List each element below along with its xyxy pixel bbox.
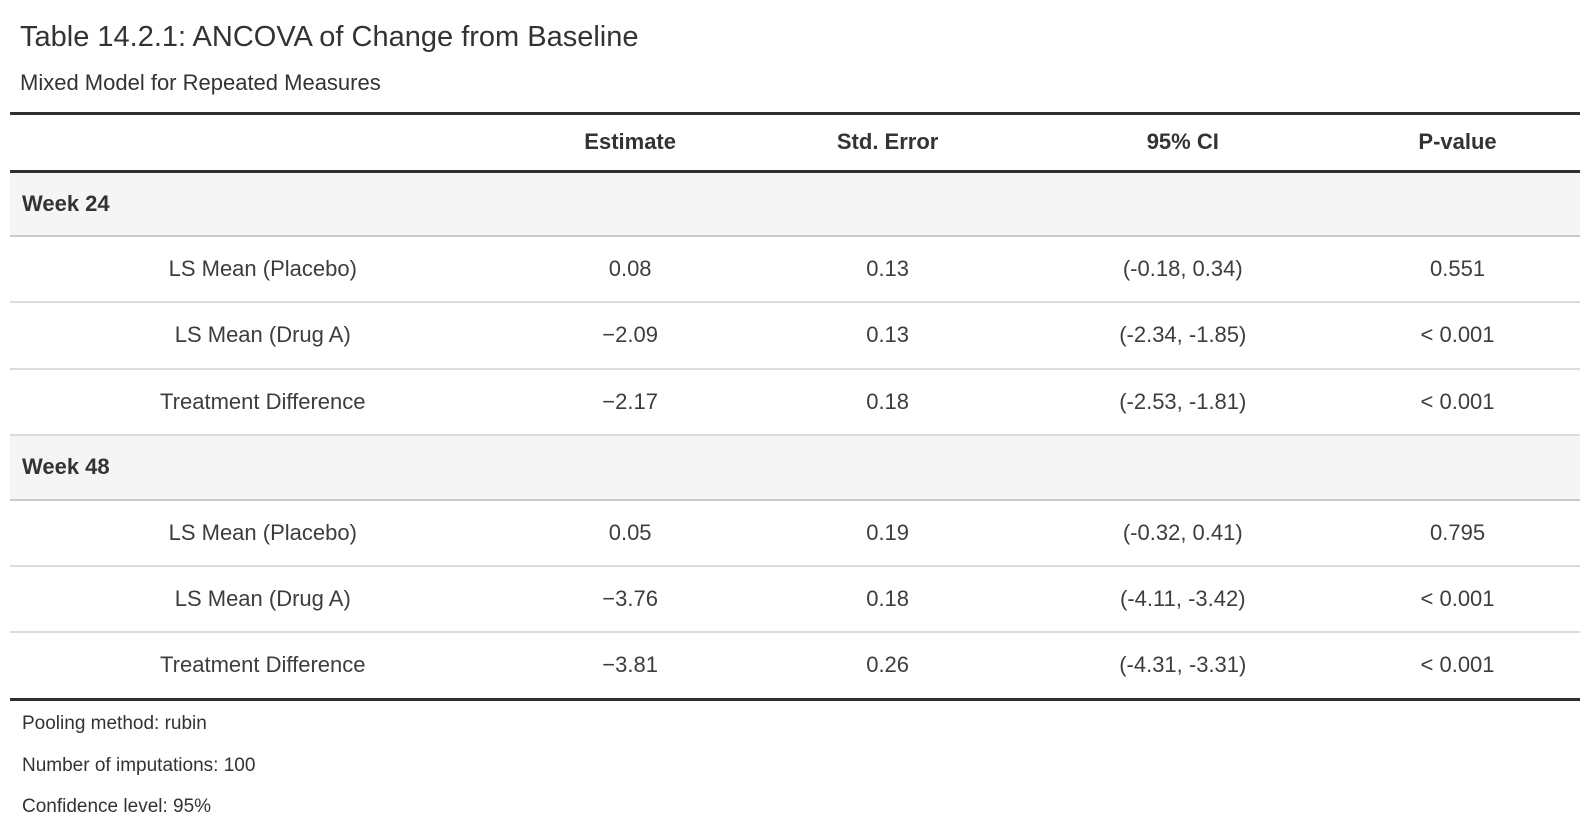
group-header-week-48: Week 48	[10, 435, 1580, 501]
cell-p-value: < 0.001	[1335, 368, 1580, 437]
cell-label: LS Mean (Drug A)	[10, 565, 516, 634]
cell-std-error: 0.19	[744, 499, 1031, 567]
cell-estimate: 0.08	[515, 235, 745, 304]
page-subtitle: Mixed Model for Repeated Measures	[20, 69, 381, 95]
cell-estimate: −2.17	[515, 368, 745, 437]
table-header: Estimate Std. Error 95% CI P-value	[10, 113, 1580, 173]
cell-std-error: 0.13	[744, 235, 1031, 304]
cell-ci: (-4.31, -3.31)	[1119, 652, 1247, 678]
footnote: Number of imputations: 100	[22, 754, 256, 776]
cell-label: Treatment Difference	[160, 652, 366, 678]
column-header-p-value: P-value	[1335, 113, 1580, 173]
footnote: Confidence level: 95%	[22, 796, 212, 818]
cell-estimate: −2.09	[515, 302, 745, 370]
cell-estimate: −3.76	[515, 565, 745, 634]
footnote: Pooling method: rubin	[22, 712, 207, 734]
cell-estimate: 0.05	[515, 499, 745, 567]
page-title: Table 14.2.1: ANCOVA of Change from Base…	[20, 21, 639, 53]
cell-ci: (-2.34, -1.85)	[1030, 302, 1336, 370]
results-table: Estimate Std. Error 95% CI P-value Week …	[10, 112, 1580, 701]
cell-label: LS Mean (Drug A)	[10, 302, 516, 370]
column-header-std-error: Std. Error	[744, 113, 1031, 173]
table-row: LS Mean (Placebo) 0.05 0.19 (-0.32, 0.41…	[10, 499, 1580, 567]
table-row: Treatment Difference −2.17 0.18 (-2.53, …	[10, 368, 1580, 437]
column-header-estimate: Estimate	[515, 113, 745, 173]
group-header-row: Week 48	[10, 435, 1580, 501]
cell-p-value: < 0.001	[1420, 652, 1495, 678]
cell-ci: (-0.32, 0.41)	[1030, 499, 1336, 567]
group-header-week-24: Week 24	[10, 171, 1580, 237]
cell-p-value: < 0.001	[1335, 302, 1580, 370]
cell-p-value: < 0.001	[1335, 565, 1580, 634]
column-header-label	[10, 113, 516, 173]
cell-p-value: 0.795	[1335, 499, 1580, 567]
table-row: LS Mean (Placebo) 0.08 0.13 (-0.18, 0.34…	[10, 235, 1580, 304]
cell-label: LS Mean (Placebo)	[10, 499, 516, 567]
footnotes-section: Pooling method: rubin Number of imputati…	[22, 713, 1580, 819]
cell-std-error: 0.18	[744, 368, 1031, 437]
group-week-24: Week 24 LS Mean (Placebo) 0.08 0.13 (-0.…	[10, 171, 1580, 437]
cell-label: LS Mean (Placebo)	[10, 235, 516, 304]
group-header-row: Week 24	[10, 171, 1580, 237]
table-row: Treatment Difference −3.81 0.26 (-4.31, …	[10, 632, 1580, 699]
column-header-ci: 95% CI	[1030, 113, 1336, 173]
cell-std-error: 0.13	[744, 302, 1031, 370]
cell-p-value: 0.551	[1335, 235, 1580, 304]
cell-estimate: −3.81	[602, 652, 658, 678]
cell-ci: (-0.18, 0.34)	[1030, 235, 1336, 304]
cell-ci: (-4.11, -3.42)	[1030, 565, 1336, 634]
cell-std-error: 0.26	[866, 652, 910, 678]
cell-label: Treatment Difference	[10, 368, 516, 437]
table-row: LS Mean (Drug A) −2.09 0.13 (-2.34, -1.8…	[10, 302, 1580, 370]
cell-std-error: 0.18	[744, 565, 1031, 634]
cell-ci: (-2.53, -1.81)	[1030, 368, 1336, 437]
table-row: LS Mean (Drug A) −3.76 0.18 (-4.11, -3.4…	[10, 565, 1580, 634]
header-row: Estimate Std. Error 95% CI P-value	[10, 113, 1580, 173]
group-week-48: Week 48 LS Mean (Placebo) 0.05 0.19 (-0.…	[10, 435, 1580, 699]
